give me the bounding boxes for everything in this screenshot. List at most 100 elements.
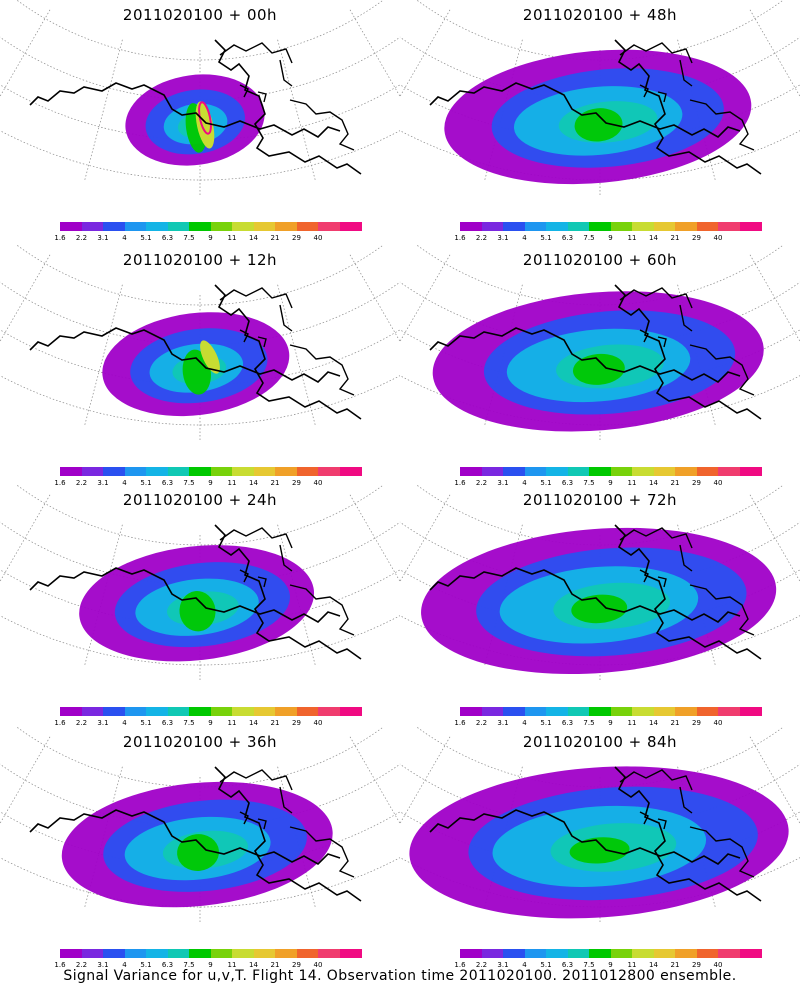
variance-contour — [571, 594, 628, 624]
colorbar-swatch — [60, 222, 82, 231]
colorbar-swatch — [232, 467, 254, 476]
panel-title: 2011020100 + 72h — [522, 491, 678, 509]
colorbar-tick-label: 14 — [649, 479, 658, 487]
colorbar-swatch — [253, 707, 276, 716]
colorbar-tick-label: 29 — [692, 234, 701, 242]
colorbar-swatch — [524, 467, 547, 476]
colorbar-tick-label: 3.1 — [497, 961, 509, 969]
colorbar-swatch — [718, 222, 740, 231]
colorbar-swatch — [124, 222, 147, 231]
variance-map — [400, 245, 800, 440]
colorbar-swatch — [481, 707, 504, 716]
variance-map — [0, 485, 400, 680]
variance-contour — [574, 108, 623, 142]
colorbar-swatch — [739, 707, 762, 716]
colorbar-swatch — [60, 707, 82, 716]
colorbar-swatch — [653, 467, 676, 476]
colorbar-swatch — [653, 222, 676, 231]
colorbar-tick-label: 21 — [670, 479, 680, 487]
colorbar-tick-label: 9 — [208, 479, 213, 487]
panel-title: 2011020100 + 12h — [122, 251, 278, 269]
variance-contour — [179, 591, 216, 632]
colorbar-swatch — [589, 707, 611, 716]
coastline — [614, 524, 762, 660]
colorbar-tick-label: 1.6 — [54, 234, 66, 242]
colorbar-tick-label: 9 — [208, 234, 213, 242]
variance-contour — [177, 834, 220, 871]
colorbar-swatch — [81, 949, 104, 958]
panel-title: 2011020100 + 24h — [122, 491, 278, 509]
colorbar-tick-label: 4 — [122, 479, 127, 487]
colorbar-swatch — [339, 467, 362, 476]
colorbar-swatch — [675, 949, 697, 958]
colorbar-swatch — [632, 222, 654, 231]
colorbar-tick-label: 11 — [627, 234, 637, 242]
colorbar-swatch — [567, 949, 590, 958]
colorbar-swatch — [232, 949, 254, 958]
coastline — [614, 766, 762, 902]
longitude-gridline — [349, 736, 400, 825]
colorbar-swatch — [610, 707, 633, 716]
colorbar-tick-label: 11 — [627, 961, 637, 969]
colorbar-swatch — [696, 949, 719, 958]
colorbar-swatch — [146, 707, 168, 716]
colorbar-tick-label: 40 — [713, 234, 723, 242]
colorbar-swatch — [232, 707, 254, 716]
colorbar-swatch — [675, 707, 697, 716]
colorbar-swatch — [675, 222, 697, 231]
colorbar-swatch — [275, 949, 297, 958]
map-panel-60h: 2011020100 + 60h 1.6 2.2 3.1 4 5.1 6.3 7.5 9 11 1… — [400, 245, 800, 490]
longitude-gridline — [0, 9, 51, 98]
coastline — [614, 39, 762, 175]
map-panel-12h: 2011020100 + 12h 1.6 2.2 3.1 4 5.1 6.3 7.5 9 11 1… — [0, 245, 400, 490]
colorbar-tick-label: 21 — [270, 961, 280, 969]
coastline — [289, 826, 355, 878]
variance-map — [400, 727, 800, 922]
colorbar-tick-label: 3.1 — [97, 961, 109, 969]
colorbar-tick-label: 14 — [249, 479, 258, 487]
colorbar-swatch — [610, 222, 633, 231]
colorbar-swatch — [103, 222, 125, 231]
colorbar-swatch — [546, 949, 568, 958]
colorbar-swatch — [318, 467, 340, 476]
coastline — [219, 42, 293, 103]
colorbar-tick-label: 14 — [649, 234, 658, 242]
colorbar-swatch — [210, 222, 233, 231]
colorbar-tick-label: 4 — [522, 479, 527, 487]
coastline — [429, 82, 741, 138]
colorbar-swatch — [481, 949, 504, 958]
panel-title: 2011020100 + 36h — [122, 733, 278, 751]
colorbar-tick-label: 29 — [692, 479, 701, 487]
map-panel-00h: 2011020100 + 00h 1.6 2.2 3.1 4 5.1 6.3 7.5 9 11 1… — [0, 0, 400, 245]
colorbar-tick-label: 21 — [270, 719, 280, 727]
colorbar-tick-label: 29 — [292, 479, 301, 487]
colorbar-swatch — [167, 467, 190, 476]
colorbar-swatch — [103, 949, 125, 958]
coastline — [29, 82, 341, 138]
longitude-gridline — [349, 9, 400, 98]
colorbar-swatch — [253, 467, 276, 476]
colorbar-tick-label: 21 — [670, 961, 680, 969]
colorbar-tick-label: 9 — [608, 479, 613, 487]
coastline — [219, 287, 293, 348]
colorbar-swatch — [275, 467, 297, 476]
colorbar-tick-label: 5.1 — [540, 234, 552, 242]
coastline — [619, 769, 693, 830]
colorbar-tick-label: 6.3 — [161, 719, 174, 727]
colorbar-swatch — [567, 222, 590, 231]
colorbar-tick-label: 21 — [670, 234, 680, 242]
colorbar-swatch — [718, 949, 740, 958]
colorbar-swatch — [60, 949, 82, 958]
variance-map — [400, 0, 800, 195]
colorbar-tick-label: 4 — [122, 961, 127, 969]
colorbar-tick-label: 40 — [713, 719, 723, 727]
colorbar-tick-label: 14 — [249, 234, 258, 242]
colorbar-swatch — [167, 707, 190, 716]
colorbar-swatch — [210, 467, 233, 476]
colorbar-swatch — [739, 949, 762, 958]
colorbar-tick-label: 2.2 — [75, 479, 88, 487]
colorbar-swatch — [210, 707, 233, 716]
map-panel-72h: 2011020100 + 72h 1.6 2.2 3.1 4 5.1 6.3 7.5 9 11 1… — [400, 485, 800, 730]
colorbar-tick-label: 11 — [227, 961, 237, 969]
colorbar-swatch — [524, 707, 547, 716]
